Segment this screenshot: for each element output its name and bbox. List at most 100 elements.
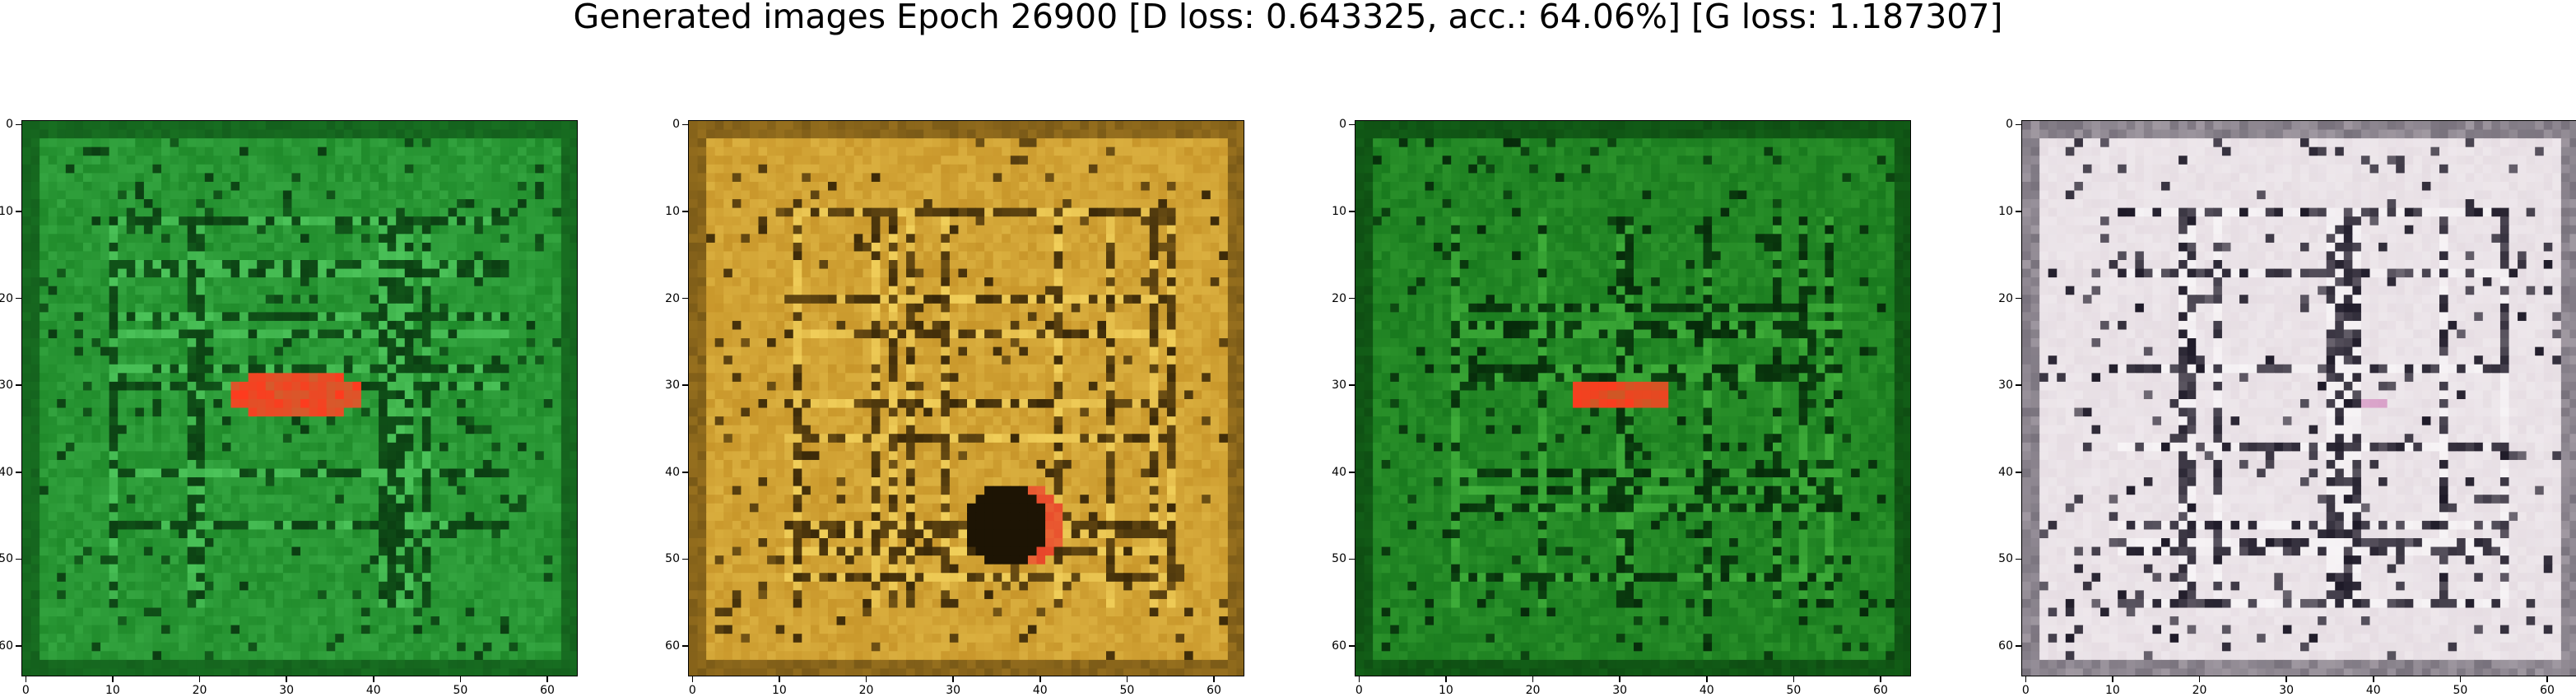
y-tick — [2016, 384, 2021, 386]
y-tick — [2016, 211, 2021, 212]
x-tick-label: 40 — [2365, 684, 2381, 697]
x-tick — [1126, 676, 1128, 682]
y-tick — [1349, 558, 1355, 560]
y-tick-label: 20 — [1998, 291, 2013, 305]
y-tick — [1349, 297, 1355, 300]
y-tick-label: 50 — [1998, 552, 2013, 566]
x-tick-label: 10 — [1438, 684, 1453, 697]
y-tick — [2016, 645, 2021, 647]
x-tick-label: 50 — [1119, 684, 1135, 697]
y-tick-label: 20 — [1332, 291, 1346, 305]
y-tick — [682, 211, 688, 212]
y-tick-label: 30 — [665, 379, 680, 393]
y-tick — [1349, 211, 1355, 212]
x-tick — [2112, 676, 2113, 682]
x-tick-label: 40 — [365, 684, 381, 697]
x-tick-label: 20 — [2192, 684, 2207, 697]
x-tick — [25, 676, 27, 682]
y-tick — [16, 123, 21, 126]
subplot-4: 0 10 20 30 40 50 60 0 10 20 30 40 50 60 — [1998, 118, 2576, 696]
x-tick — [198, 676, 201, 682]
y-tick-label: 10 — [1332, 204, 1346, 218]
y-tick — [16, 384, 21, 386]
y-tick-label: 50 — [1332, 552, 1346, 566]
y-tick — [682, 472, 688, 473]
y-tick — [16, 558, 21, 560]
x-tick-label: 0 — [1355, 684, 1363, 697]
x-tick-label: 0 — [2021, 684, 2030, 697]
y-tick-label: 50 — [0, 552, 13, 566]
y-tick — [682, 123, 688, 126]
x-tick — [1706, 676, 1708, 682]
y-tick — [1349, 472, 1355, 473]
x-tick — [1532, 676, 1534, 682]
x-tick-label: 60 — [1873, 684, 1888, 697]
figure-title: Generated images Epoch 26900 [D loss: 0.… — [573, 0, 2003, 36]
y-tick-label: 60 — [1332, 639, 1346, 653]
y-tick — [682, 384, 688, 386]
x-tick-label: 40 — [1032, 684, 1048, 697]
x-tick — [779, 676, 780, 682]
x-tick-label: 60 — [1207, 684, 1221, 697]
y-tick — [2016, 297, 2021, 300]
x-tick — [112, 676, 114, 682]
x-tick-label: 60 — [540, 684, 555, 697]
x-tick-label: 0 — [21, 684, 30, 697]
x-tick-label: 30 — [279, 684, 295, 697]
x-tick — [459, 676, 462, 682]
x-tick-label: 30 — [946, 684, 961, 697]
y-tick — [1349, 384, 1355, 386]
x-tick — [1358, 676, 1360, 682]
x-tick — [865, 676, 867, 682]
y-tick-label: 30 — [0, 379, 13, 393]
y-tick — [16, 211, 21, 212]
x-tick — [2285, 676, 2287, 682]
y-tick-label: 30 — [1998, 379, 2013, 393]
y-tick-label: 40 — [1998, 465, 2013, 479]
y-tick — [16, 297, 21, 300]
y-tick-label: 0 — [672, 118, 680, 132]
x-tick — [2546, 676, 2548, 682]
x-tick-label: 30 — [1612, 684, 1628, 697]
x-tick-label: 40 — [1699, 684, 1714, 697]
x-tick — [1445, 676, 1447, 682]
y-tick-label: 10 — [665, 204, 680, 218]
subplot-1: 0 10 20 30 40 50 60 0 10 20 30 40 50 60 — [0, 118, 578, 696]
y-tick — [1349, 123, 1355, 126]
x-tick — [1880, 676, 1881, 682]
x-tick-label: 30 — [2279, 684, 2295, 697]
x-tick-label: 50 — [2453, 684, 2468, 697]
y-tick-label: 40 — [665, 465, 680, 479]
x-tick-label: 50 — [453, 684, 468, 697]
subplot-3: 0 10 20 30 40 50 60 0 10 20 30 40 50 60 — [1332, 118, 1911, 696]
x-tick — [546, 676, 548, 682]
y-tick — [2016, 123, 2021, 126]
x-tick — [952, 676, 954, 682]
x-tick-label: 60 — [2540, 684, 2555, 697]
x-tick — [1213, 676, 1215, 682]
x-tick — [2459, 676, 2462, 682]
y-tick — [2016, 472, 2021, 473]
subplot-2: 0 10 20 30 40 50 60 0 10 20 30 40 50 60 — [665, 118, 1244, 696]
y-tick-label: 0 — [1339, 118, 1346, 132]
x-tick-label: 10 — [2104, 684, 2120, 697]
x-tick — [2373, 676, 2374, 682]
x-tick-label: 20 — [1525, 684, 1541, 697]
generated-image-4 — [2021, 120, 2576, 676]
y-tick-label: 0 — [6, 118, 13, 132]
y-tick — [1349, 645, 1355, 647]
x-tick — [2025, 676, 2027, 682]
x-tick-label: 10 — [771, 684, 787, 697]
y-tick-label: 60 — [665, 639, 680, 653]
y-tick — [16, 472, 21, 473]
x-tick — [1619, 676, 1620, 682]
y-tick-label: 10 — [0, 204, 13, 218]
y-tick — [682, 558, 688, 560]
x-tick — [1793, 676, 1795, 682]
y-tick — [682, 645, 688, 647]
y-tick — [2016, 558, 2021, 560]
generated-image-2 — [688, 120, 1244, 676]
x-tick — [286, 676, 287, 682]
y-tick-label: 20 — [0, 291, 13, 305]
y-tick — [682, 297, 688, 300]
